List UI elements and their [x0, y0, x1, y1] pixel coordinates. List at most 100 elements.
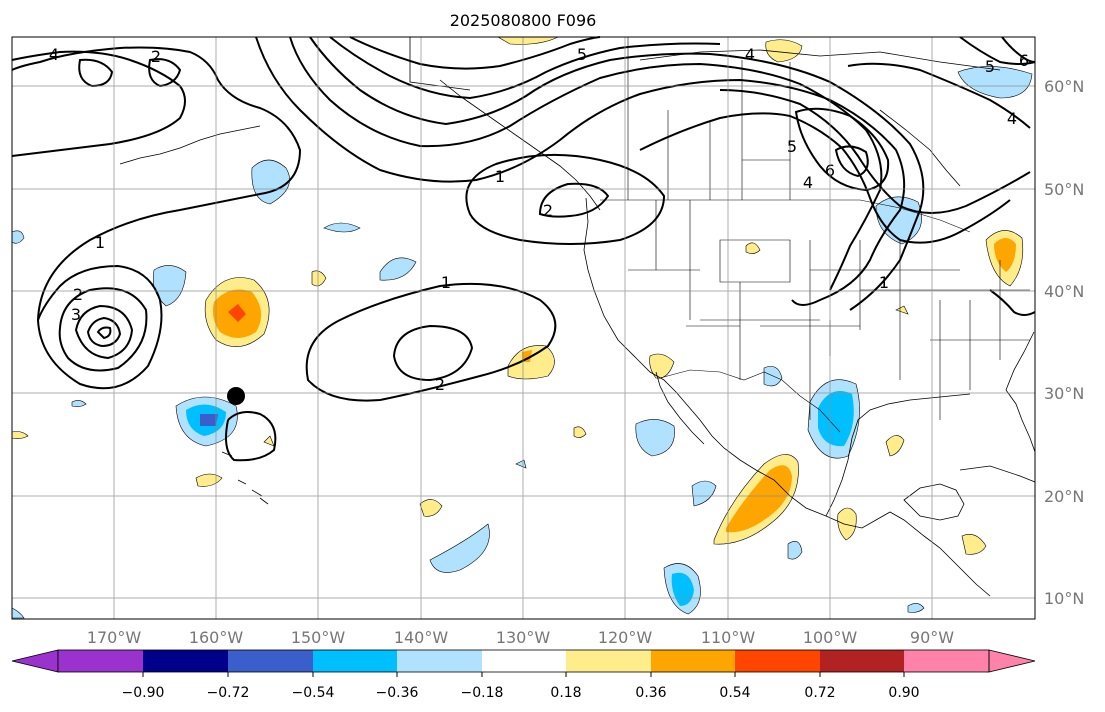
map-frame [11, 36, 1036, 620]
north-coast-line [639, 49, 1001, 71]
negative-anomaly-patch [71, 400, 87, 407]
positive-anomaly-patch [507, 345, 555, 380]
positive-anomaly-patch [885, 435, 905, 457]
lat-label: 60°N [1044, 77, 1084, 96]
contour-line [349, 36, 601, 70]
colorbar-segment [143, 650, 228, 672]
graticule [12, 37, 1035, 619]
colorbar-segment [482, 650, 566, 672]
political-borders [600, 37, 1030, 433]
colorbar-segment [313, 650, 397, 672]
lon-label: 140°W [394, 628, 449, 647]
contour-line [74, 304, 134, 360]
alaska-mainland-line [409, 37, 471, 91]
contour-line [392, 324, 474, 382]
negative-anomaly-patch [691, 480, 717, 507]
lon-label: 110°W [701, 628, 756, 647]
lon-label: 100°W [803, 628, 858, 647]
colorbar-tick-label: 0.54 [719, 685, 750, 701]
contour-label: 4 [1007, 109, 1017, 128]
negative-anomaly-patch [11, 230, 25, 244]
positive-anomaly-patch [837, 507, 857, 541]
positive-anomaly-patch [765, 39, 803, 63]
lat-label: 40°N [1044, 282, 1084, 301]
negative-anomaly-patch [11, 607, 25, 619]
colorbar-max-extension [988, 649, 1036, 673]
contour-lines [11, 36, 1036, 462]
positive-anomaly-patch [961, 534, 987, 555]
contour-line [37, 264, 163, 390]
contour-label: 4 [49, 45, 59, 64]
contour-label: 6 [1019, 51, 1029, 70]
contour-line [289, 36, 883, 291]
contour-line [834, 145, 869, 178]
contour-label: 2 [543, 201, 553, 220]
colorbar-tick-label: −0.18 [461, 685, 504, 701]
contour-label: 5 [787, 137, 797, 156]
aleutian-islands [119, 125, 261, 165]
colorbar-min-extension [11, 649, 59, 673]
lon-label: 130°W [496, 628, 551, 647]
lon-label: 120°W [598, 628, 653, 647]
contour-line [794, 107, 890, 192]
canadian-provinces [627, 37, 791, 200]
longitude-labels: 170°W 160°W 150°W 140°W 130°W 120°W 110°… [87, 628, 954, 647]
colorbar-frame [57, 649, 990, 673]
canada-us-border [600, 199, 971, 233]
colorbar-segment [820, 650, 904, 672]
hudson-bay-line [879, 109, 961, 187]
cuba-line [959, 465, 1036, 483]
negative-anomaly-patch [379, 257, 417, 281]
colorbar-tick-label: 0.90 [888, 685, 919, 701]
contour-label: 3 [71, 305, 81, 324]
contour-line [11, 46, 302, 321]
positive-anomaly-patch [419, 499, 443, 517]
contour-label: 1 [95, 233, 105, 252]
negative-anomaly-patch [787, 541, 803, 560]
positive-anomaly-patch [745, 242, 761, 254]
map-title: 2025080800 F096 [450, 11, 597, 30]
contour-line [465, 153, 666, 245]
colorbar-tick-labels: −0.90 −0.72 −0.54 −0.36 −0.18 0.18 0.36 … [122, 685, 920, 701]
lon-label: 170°W [87, 628, 142, 647]
baja-peninsula-line [655, 371, 705, 445]
contour-label: 2 [151, 47, 161, 66]
colorbar-segment [58, 650, 143, 672]
east-coast-line [1005, 331, 1035, 391]
negative-anomaly-patch [957, 66, 1033, 99]
lat-label: 30°N [1044, 384, 1084, 403]
colorbar-segment [735, 650, 820, 672]
contour-line [989, 289, 1036, 316]
colorbar-segment [651, 650, 735, 672]
gulf-coast-line [825, 393, 971, 517]
contour-line [305, 282, 557, 402]
negative-anomaly-patch [907, 603, 925, 613]
colorbar-ticks [142, 672, 905, 677]
negative-anomaly-patch [323, 222, 361, 233]
alaska-coast-line [439, 79, 601, 211]
contour-label: 2 [73, 285, 83, 304]
negative-anomaly-patch [818, 391, 854, 447]
contour-line [78, 58, 114, 88]
contour-label: 4 [745, 45, 755, 64]
colorbar-segment [397, 650, 482, 672]
lon-label: 90°W [910, 628, 954, 647]
colorbar-tick-label: −0.90 [122, 685, 165, 701]
contour-label: 1 [495, 167, 505, 186]
contour-label: 2 [435, 375, 445, 394]
lat-label: 20°N [1044, 487, 1084, 506]
contour-line [538, 182, 610, 218]
west-coast-line [583, 197, 991, 597]
colorbar-tick-label: 0.36 [635, 685, 666, 701]
contour-label: 1 [441, 273, 451, 292]
contour-line [225, 411, 277, 462]
contour-line [639, 112, 1011, 244]
positive-anomaly-patch [263, 435, 275, 447]
florida-line [1005, 389, 1036, 453]
colorbar-tick-label: −0.54 [292, 685, 335, 701]
contour-line [1001, 36, 1036, 63]
colorbar-tick-label: 0.72 [804, 685, 835, 701]
lat-label: 50°N [1044, 180, 1084, 199]
contour-label: 5 [577, 45, 587, 64]
